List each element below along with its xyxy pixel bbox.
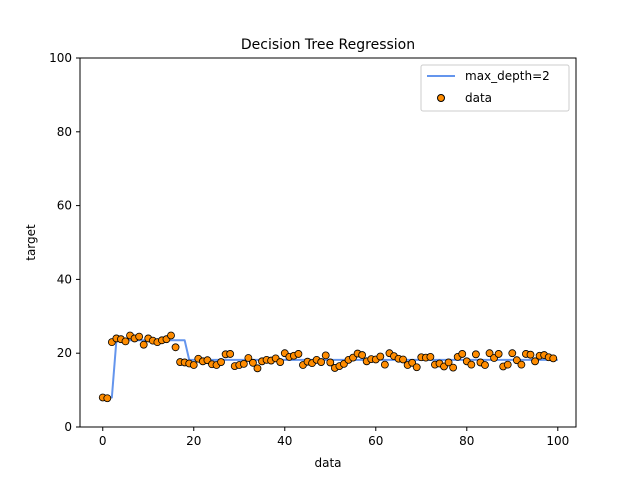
data-point	[412, 363, 421, 372]
chart-title: Decision Tree Regression	[241, 37, 415, 53]
x-tick-label: 40	[277, 434, 292, 448]
data-point	[135, 332, 144, 341]
data-point	[517, 360, 526, 369]
legend-label-points: data	[465, 91, 492, 105]
data-point	[249, 358, 257, 367]
data-point	[549, 354, 558, 363]
y-tick-label: 20	[57, 346, 72, 360]
data-point	[121, 337, 130, 346]
legend-label-line: max_depth=2	[465, 69, 550, 83]
y-tick-label: 80	[57, 125, 72, 139]
data-point	[358, 351, 367, 359]
data-point	[426, 352, 435, 361]
y-axis-label: target	[24, 224, 38, 261]
data-point	[471, 350, 480, 359]
data-point	[226, 350, 235, 358]
x-tick-label: 80	[459, 434, 474, 448]
data-point	[171, 343, 180, 352]
data-point	[399, 355, 407, 364]
axes-frame	[79, 57, 577, 428]
data-point	[239, 359, 248, 368]
data-point	[217, 358, 225, 366]
legend-point-swatch	[437, 94, 445, 102]
data-point	[380, 360, 389, 369]
data-point	[244, 354, 253, 362]
data-point	[326, 358, 335, 367]
y-tick-label: 100	[49, 51, 72, 65]
data-layer	[98, 331, 558, 403]
ticks: 0 20 40 60 80 100 0 20 40 60 80 100	[49, 51, 569, 448]
legend: max_depth=2 data	[420, 64, 570, 112]
data-point	[317, 358, 326, 366]
data-point	[444, 358, 453, 367]
x-tick-label: 0	[99, 434, 107, 448]
data-point	[139, 340, 148, 349]
data-point	[294, 350, 303, 358]
data-point	[485, 349, 494, 358]
data-point	[321, 351, 330, 360]
y-tick-label: 60	[57, 199, 72, 213]
data-point	[458, 350, 467, 358]
x-tick-label: 20	[186, 434, 201, 448]
data-point	[253, 364, 262, 373]
x-tick-label: 60	[368, 434, 383, 448]
data-point	[449, 363, 458, 372]
x-axis-label: data	[314, 456, 341, 470]
data-point	[494, 350, 503, 358]
data-point	[503, 360, 512, 369]
data-point	[103, 394, 112, 403]
y-tick-label: 40	[57, 272, 72, 286]
legend-box	[420, 64, 570, 112]
data-point	[189, 361, 198, 369]
data-point	[376, 352, 385, 361]
data-point	[481, 361, 489, 369]
data-point	[167, 331, 175, 340]
y-tick-label: 0	[64, 420, 72, 434]
data-point	[531, 357, 539, 366]
data-point	[276, 358, 285, 366]
x-tick-label: 100	[546, 434, 569, 448]
data-point	[508, 349, 517, 358]
data-point	[467, 360, 476, 369]
data-point	[526, 350, 535, 359]
